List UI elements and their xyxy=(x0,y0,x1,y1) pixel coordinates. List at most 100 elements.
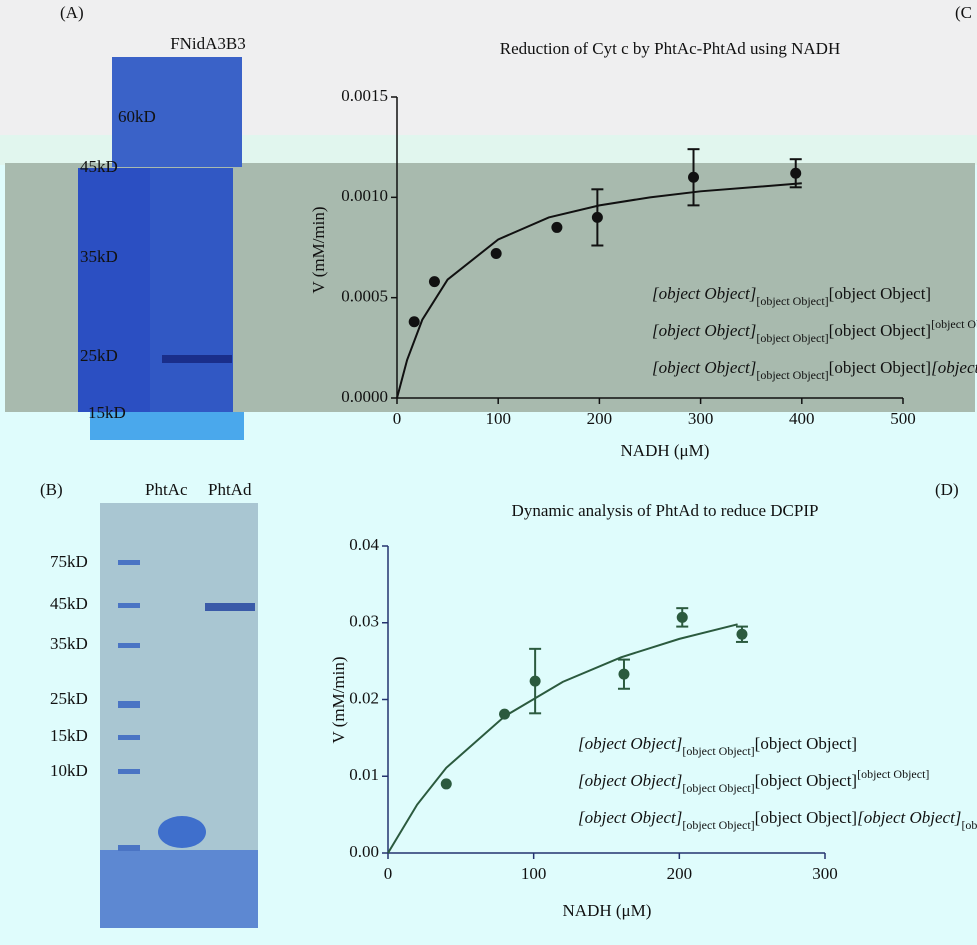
marker-label: 25kD xyxy=(80,346,118,365)
data-point xyxy=(408,316,420,328)
gel-a-top xyxy=(112,57,242,167)
x-axis-label: NADH (μM) xyxy=(621,441,710,460)
gel-blob xyxy=(158,816,206,848)
data-point xyxy=(790,167,802,179)
gel-title: FNidA3B3 xyxy=(170,34,246,53)
annotation-part: [object Object] xyxy=(682,781,754,795)
ladder-band xyxy=(118,735,140,740)
annotation-part: [object Object] xyxy=(652,358,756,377)
annotation-part: [object Object] xyxy=(931,317,977,331)
x-tick-label: 100 xyxy=(485,409,511,428)
gel-band xyxy=(205,603,255,611)
marker-label: 60kD xyxy=(118,107,156,126)
x-tick-label: 0 xyxy=(384,864,393,883)
annotation: [object Object][object Object][object Ob… xyxy=(652,317,977,345)
y-tick-label: 0.00 xyxy=(349,842,379,861)
annotation: [object Object][object Object][object Ob… xyxy=(578,767,929,795)
annotation: [object Object][object Object][object Ob… xyxy=(652,354,977,382)
lane-label: PhtAd xyxy=(208,480,252,499)
gel-b-bottom xyxy=(100,850,258,928)
data-point xyxy=(551,221,563,233)
panel-label: (C xyxy=(955,3,972,22)
ladder-band xyxy=(118,701,140,708)
annotation-part: [object Object] xyxy=(857,767,929,781)
lane-label: PhtAc xyxy=(145,480,188,499)
y-axis-label: V (mM/min) xyxy=(309,206,328,293)
x-tick-label: 0 xyxy=(393,409,402,428)
data-point xyxy=(499,708,511,720)
x-tick-label: 400 xyxy=(789,409,815,428)
annotation-part: [object Object] xyxy=(829,284,931,303)
panel-label: (A) xyxy=(60,3,84,22)
fit-curve xyxy=(387,623,738,854)
y-tick-label: 0.03 xyxy=(349,612,379,631)
x-tick-label: 100 xyxy=(521,864,547,883)
marker-label: 35kD xyxy=(80,247,118,266)
annotation-part: [object Object] xyxy=(829,321,931,340)
annotation-part: [object Object] xyxy=(578,771,682,790)
x-axis-label: NADH (μM) xyxy=(563,901,652,920)
x-tick-label: 500 xyxy=(890,409,916,428)
y-tick-label: 0.0005 xyxy=(341,287,388,306)
gel-b xyxy=(100,503,258,850)
annotation-part: [object Object] xyxy=(961,818,977,832)
annotation-part: [object Object] xyxy=(756,368,828,382)
data-point xyxy=(440,778,452,790)
gel-a-lane xyxy=(150,168,233,412)
x-tick-label: 200 xyxy=(667,864,693,883)
annotation-part: [object Object] xyxy=(652,284,756,303)
marker-label: 15kD xyxy=(50,726,88,745)
gel-band xyxy=(162,355,232,363)
data-point xyxy=(618,668,630,680)
annotation-part: [object Object] xyxy=(829,358,931,377)
chart-title: Reduction of Cyt c by PhtAc-PhtAd using … xyxy=(500,39,840,58)
annotation-part: [object Object] xyxy=(682,818,754,832)
y-tick-label: 0.0010 xyxy=(341,186,388,205)
annotation-part: [object Object] xyxy=(578,808,682,827)
annotation-part: [object Object] xyxy=(682,744,754,758)
ladder-band xyxy=(118,643,140,648)
annotation-part: [object Object] xyxy=(756,294,828,308)
ladder-band xyxy=(118,560,140,565)
annotation: [object Object][object Object][object Ob… xyxy=(652,284,931,308)
data-point xyxy=(529,675,541,687)
annotation-part: [object Object] xyxy=(756,331,828,345)
annotation-part: [object Object] xyxy=(578,734,682,753)
panel-label: (B) xyxy=(40,480,63,499)
annotation-part: [object Object] xyxy=(931,358,977,377)
marker-label: 10kD xyxy=(50,761,88,780)
x-tick-label: 300 xyxy=(812,864,838,883)
marker-label: 25kD xyxy=(50,689,88,708)
annotation-part: [object Object] xyxy=(652,321,756,340)
marker-label: 15kD xyxy=(88,403,126,422)
y-tick-label: 0.0015 xyxy=(341,86,388,105)
data-point xyxy=(676,611,688,623)
marker-label: 35kD xyxy=(50,634,88,653)
y-tick-label: 0.0000 xyxy=(341,387,388,406)
ladder-band xyxy=(118,769,140,774)
fit-curve xyxy=(396,182,802,399)
data-point xyxy=(428,276,440,288)
y-tick-label: 0.01 xyxy=(349,765,379,784)
data-point xyxy=(736,628,748,640)
chart-title: Dynamic analysis of PhtAd to reduce DCPI… xyxy=(512,501,819,520)
marker-label: 45kD xyxy=(50,594,88,613)
y-axis-label: V (mM/min) xyxy=(329,656,348,743)
x-tick-label: 200 xyxy=(587,409,613,428)
marker-label: 75kD xyxy=(50,552,88,571)
ladder xyxy=(118,560,140,851)
annotation: [object Object][object Object][object Ob… xyxy=(578,804,977,832)
annotation-part: [object Object] xyxy=(755,734,857,753)
panel-label: (D) xyxy=(935,480,959,499)
gel-a-bottom xyxy=(90,412,244,440)
annotation-part: [object Object] xyxy=(755,771,857,790)
data-point xyxy=(688,171,700,183)
annotation-part: [object Object] xyxy=(755,808,857,827)
ladder-band xyxy=(118,845,140,851)
annotation-part: [object Object] xyxy=(857,808,961,827)
ladder-band xyxy=(118,603,140,608)
y-tick-label: 0.02 xyxy=(349,688,379,707)
data-point xyxy=(591,211,603,223)
marker-label: 45kD xyxy=(80,157,118,176)
